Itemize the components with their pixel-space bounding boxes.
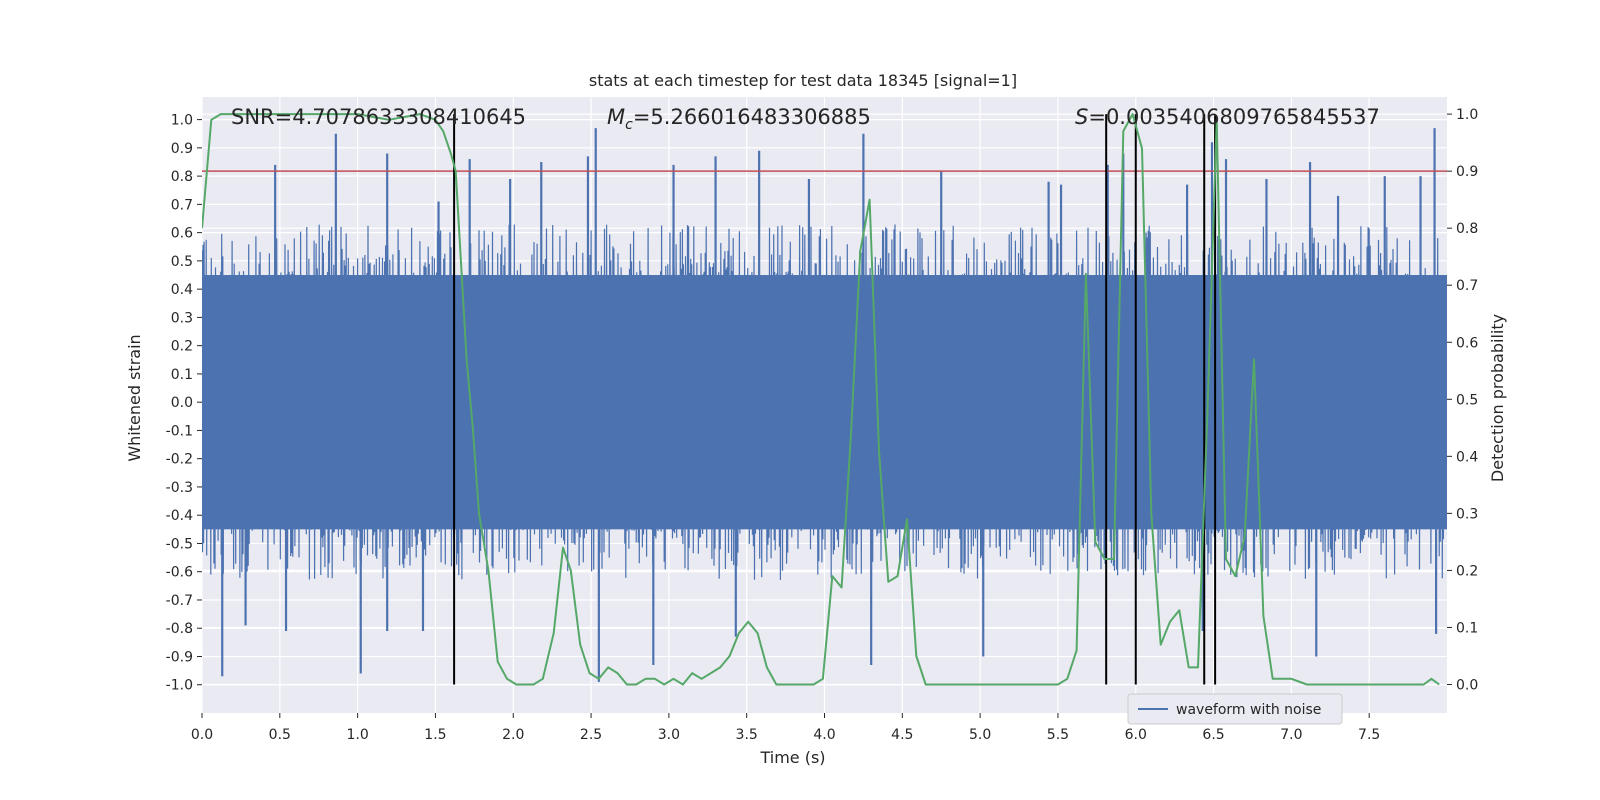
mc-annotation: Mc=5.266016483306885 xyxy=(607,105,871,133)
y-right-tick-label: 0.4 xyxy=(1456,449,1478,465)
waveform-series xyxy=(202,128,1447,682)
x-tick-label: 5.5 xyxy=(1047,727,1069,743)
y-right-axis-label: Detection probability xyxy=(1488,314,1507,482)
legend: waveform with noise xyxy=(1127,693,1343,725)
y-left-tick-label: -0.7 xyxy=(166,593,193,609)
x-tick-label: 7.0 xyxy=(1280,727,1302,743)
y-right-axis-ticks: 1.0 0.9 0.8 0.7 0.6 0.5 0.4 0.3 0.2 0.1 0.0 xyxy=(1447,107,1478,693)
x-tick-label: 2.0 xyxy=(502,727,524,743)
y-left-tick-label: -0.4 xyxy=(166,508,193,524)
y-left-tick-label: 1.0 xyxy=(171,113,193,129)
mc-subscript: c xyxy=(625,117,633,133)
x-tick-label: 7.5 xyxy=(1358,727,1380,743)
vertical-markers xyxy=(453,114,1217,685)
x-tick-label: 0.5 xyxy=(269,727,291,743)
x-tick-label: 1.5 xyxy=(424,727,446,743)
y-left-tick-label: 0.3 xyxy=(171,310,193,326)
snr-prefix: SNR= xyxy=(231,105,292,129)
chart-title: stats at each timestep for test data 183… xyxy=(589,71,1017,90)
y-left-tick-label: 0.7 xyxy=(171,197,193,213)
x-tick-label: 3.5 xyxy=(736,727,758,743)
y-right-tick-label: 0.8 xyxy=(1456,221,1478,237)
x-tick-label: 1.0 xyxy=(346,727,368,743)
y-left-axis-ticks: 1.0 0.9 0.8 0.7 0.6 0.5 0.4 0.3 0.2 0.1 0.0 -0.1 -0.… xyxy=(166,113,202,694)
y-left-tick-label: 0.4 xyxy=(171,282,193,298)
x-tick-label: 3.0 xyxy=(658,727,680,743)
s-symbol: S xyxy=(1075,105,1088,129)
y-left-tick-label: 0.0 xyxy=(171,395,193,411)
y-right-tick-label: 0.9 xyxy=(1456,164,1478,180)
y-left-tick-label: -0.6 xyxy=(166,565,193,581)
mc-value: =5.266016483306885 xyxy=(633,105,871,129)
s-value: =0.0035406809765845537 xyxy=(1088,105,1380,129)
y-left-tick-label: 0.6 xyxy=(171,226,193,242)
y-right-tick-label: 0.5 xyxy=(1456,392,1478,408)
y-left-tick-label: 0.2 xyxy=(171,339,193,355)
x-tick-label: 4.0 xyxy=(813,727,835,743)
y-right-tick-label: 0.1 xyxy=(1456,620,1478,636)
y-left-tick-label: -0.8 xyxy=(166,621,193,637)
probability-line xyxy=(202,113,1440,686)
legend-box xyxy=(1127,693,1343,725)
y-right-tick-label: 0.3 xyxy=(1456,506,1478,522)
y-right-tick-label: 1.0 xyxy=(1456,107,1478,123)
legend-entry-waveform: waveform with noise xyxy=(1176,702,1321,718)
y-left-tick-label: 0.8 xyxy=(171,169,193,185)
y-left-tick-label: 0.5 xyxy=(171,254,193,270)
x-tick-label: 5.0 xyxy=(969,727,991,743)
s-annotation: S=0.0035406809765845537 xyxy=(1075,105,1380,129)
mc-symbol: M xyxy=(607,105,625,129)
x-axis-ticks: 0.0 0.5 1.0 1.5 2.0 2.5 3.0 3.5 4.0 4.5 5.0 5.5 6.0 6… xyxy=(191,713,1380,743)
y-left-tick-label: -0.9 xyxy=(166,649,193,665)
x-tick-label: 6.5 xyxy=(1202,727,1224,743)
y-left-tick-label: 0.9 xyxy=(171,141,193,157)
x-tick-label: 6.0 xyxy=(1125,727,1147,743)
y-left-tick-label: -0.1 xyxy=(166,423,193,439)
y-left-tick-label: 0.1 xyxy=(171,367,193,383)
snr-value: 4.7078633308410645 xyxy=(292,105,526,129)
x-tick-label: 2.5 xyxy=(580,727,602,743)
plot-layer xyxy=(202,113,1447,686)
x-tick-label: 4.5 xyxy=(891,727,913,743)
y-left-axis-label: Whitened strain xyxy=(125,334,144,461)
y-right-tick-label: 0.7 xyxy=(1456,278,1478,294)
y-left-tick-label: -1.0 xyxy=(166,678,193,694)
x-tick-label: 0.0 xyxy=(191,727,213,743)
y-left-tick-label: -0.2 xyxy=(166,452,193,468)
snr-annotation: SNR=4.7078633308410645 xyxy=(231,105,526,129)
probability-series xyxy=(202,113,1440,686)
y-right-tick-label: 0.6 xyxy=(1456,335,1478,351)
y-left-tick-label: -0.5 xyxy=(166,536,193,552)
y-right-tick-label: 0.0 xyxy=(1456,677,1478,693)
x-axis-label: Time (s) xyxy=(759,748,825,767)
waveform-line xyxy=(202,224,1447,580)
y-right-tick-label: 0.2 xyxy=(1456,563,1478,579)
y-left-tick-label: -0.3 xyxy=(166,480,193,496)
